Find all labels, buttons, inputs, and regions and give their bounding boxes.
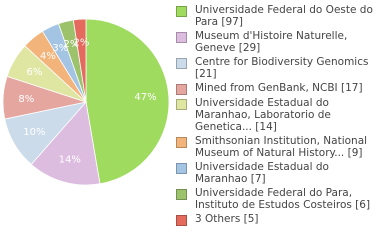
- legend-item: Mined from GenBank, NCBI [17]: [174, 82, 378, 95]
- legend-swatch: [176, 58, 187, 69]
- legend-swatch: [176, 99, 187, 110]
- legend-label: Centre for Biodiversity Genomics [21]: [195, 56, 369, 80]
- legend-swatch: [176, 6, 187, 17]
- pie-slice: [30, 101, 101, 186]
- legend-swatch: [176, 137, 187, 148]
- legend-item: Centre for Biodiversity Genomics [21]: [174, 56, 378, 80]
- pie-slice: [85, 18, 170, 185]
- slice-label: 6%: [26, 67, 42, 78]
- legend-label: Universidade Federal do Oeste do Para [9…: [195, 4, 373, 28]
- slice-label: 2%: [73, 37, 89, 48]
- legend-item: Universidade Federal do Para, Instituto …: [174, 187, 378, 211]
- legend-label: Museum d'Histoire Naturelle, Geneve [29]: [195, 30, 348, 54]
- legend-swatch: [176, 32, 187, 43]
- pie-slice: [72, 18, 87, 103]
- legend-label: Smithsonian Institution, National Museum…: [195, 135, 368, 159]
- legend-item: Universidade Estadual do Maranhao [7]: [174, 161, 378, 185]
- pie-chart: 47%14%10%8%6%4%3%2%2%: [2, 18, 170, 186]
- legend-item: Universidade Estadual do Maranhao, Labor…: [174, 97, 378, 133]
- slice-label: 47%: [134, 92, 156, 103]
- legend-label: Mined from GenBank, NCBI [17]: [195, 82, 363, 94]
- legend-item: 3 Others [5]: [174, 213, 378, 226]
- legend-label: 3 Others [5]: [195, 213, 259, 225]
- legend-item: Universidade Federal do Oeste do Para [9…: [174, 4, 378, 28]
- slice-label: 14%: [59, 155, 81, 166]
- legend-label: Universidade Estadual do Maranhao, Labor…: [195, 97, 331, 133]
- legend-label: Universidade Federal do Para, Instituto …: [195, 187, 371, 211]
- slice-label: 4%: [40, 51, 56, 62]
- legend-swatch: [176, 84, 187, 95]
- legend-label: Universidade Estadual do Maranhao [7]: [195, 161, 329, 185]
- slice-label: 10%: [23, 127, 45, 138]
- slice-label: 3%: [52, 43, 68, 54]
- slice-label: 2%: [64, 39, 80, 50]
- legend: Universidade Federal do Oeste do Para [9…: [174, 4, 378, 226]
- legend-swatch: [176, 189, 187, 200]
- slice-label: 8%: [18, 94, 34, 105]
- legend-swatch: [176, 215, 187, 226]
- legend-item: Smithsonian Institution, National Museum…: [174, 135, 378, 159]
- legend-item: Museum d'Histoire Naturelle, Geneve [29]: [174, 30, 378, 54]
- legend-swatch: [176, 163, 187, 174]
